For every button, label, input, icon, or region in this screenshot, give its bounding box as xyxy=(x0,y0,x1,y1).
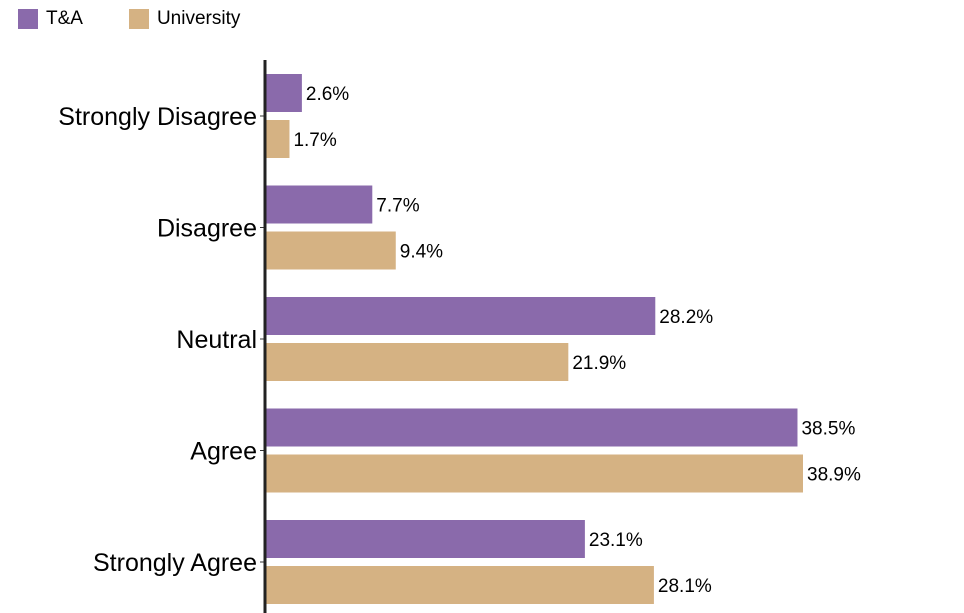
category-label-strongly-agree: Strongly Agree xyxy=(93,549,257,577)
legend-label-university: University xyxy=(156,8,241,29)
category-label-agree: Agree xyxy=(190,438,257,466)
data-label-ta-strongly-disagree: 2.6% xyxy=(306,84,349,105)
legend: T&A University xyxy=(18,8,286,30)
legend-label-ta: T&A xyxy=(46,8,83,29)
bar-ta-disagree xyxy=(266,185,373,224)
data-label-university-disagree: 9.4% xyxy=(400,242,443,263)
category-label-neutral: Neutral xyxy=(176,326,257,354)
legend-item-university: University xyxy=(128,8,241,30)
legend-swatch-university xyxy=(128,9,149,29)
data-label-ta-neutral: 28.2% xyxy=(659,307,713,328)
data-label-ta-agree: 38.5% xyxy=(801,419,855,440)
data-label-ta-disagree: 7.7% xyxy=(376,196,419,217)
bar-university-strongly-disagree xyxy=(266,120,290,158)
data-label-university-strongly-agree: 28.1% xyxy=(658,576,712,597)
bar-university-strongly-agree xyxy=(266,566,654,604)
bar-university-agree xyxy=(266,454,803,493)
bar-ta-neutral xyxy=(266,297,656,335)
bar-ta-agree xyxy=(266,408,798,447)
bar-university-disagree xyxy=(266,231,396,270)
category-label-strongly-disagree: Strongly Disagree xyxy=(58,103,257,131)
legend-swatch-ta xyxy=(18,9,38,29)
category-label-disagree: Disagree xyxy=(157,215,257,243)
bar-ta-strongly-disagree xyxy=(266,74,302,112)
bar-ta-strongly-agree xyxy=(266,520,585,558)
data-label-university-agree: 38.9% xyxy=(807,465,861,486)
data-label-university-neutral: 21.9% xyxy=(572,353,626,374)
data-label-ta-strongly-agree: 23.1% xyxy=(589,530,643,551)
data-label-university-strongly-disagree: 1.7% xyxy=(293,130,336,151)
bar-university-neutral xyxy=(266,343,569,381)
legend-item-ta: T&A xyxy=(18,8,83,30)
